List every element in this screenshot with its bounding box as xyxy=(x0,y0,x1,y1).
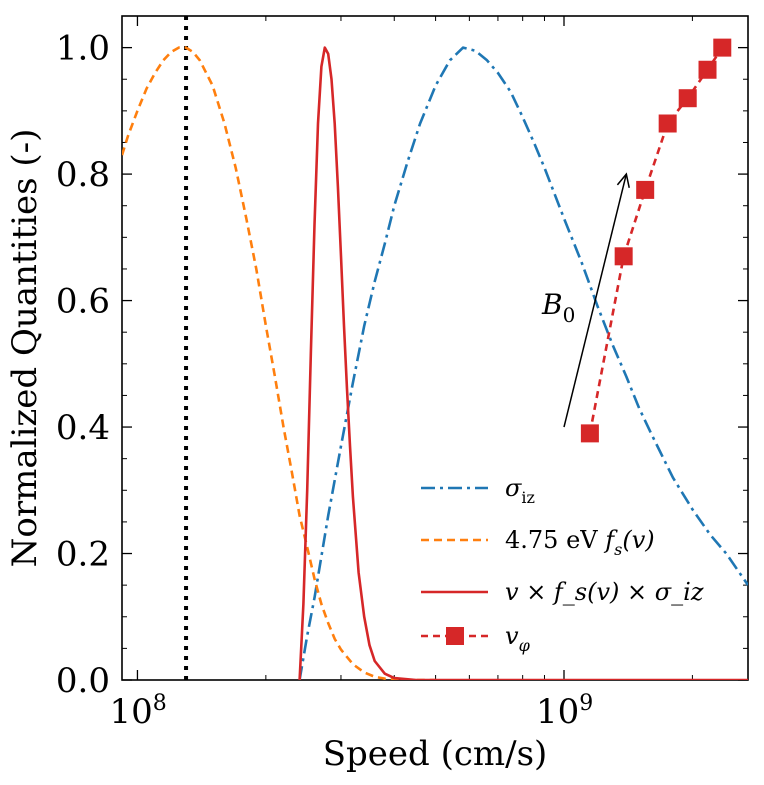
vphi-marker xyxy=(580,424,599,443)
y-tick-label: 0.2 xyxy=(56,535,110,575)
annotation: B0 xyxy=(541,172,630,428)
x-axis-title: Speed (cm/s) xyxy=(323,734,548,774)
y-tick-labels: 0.0 0.2 0.4 0.6 0.8 1.0 xyxy=(56,29,110,701)
tick-marks xyxy=(122,16,748,681)
y-tick-label: 0.4 xyxy=(56,408,110,448)
y-axis-title: Normalized Quantities (-) xyxy=(5,129,45,568)
annotation-arrowhead xyxy=(616,172,630,188)
vphi-marker xyxy=(678,89,697,108)
legend-label-fs: 4.75 eV fs(v) xyxy=(505,526,655,559)
legend-label-product: v × f_s(v) × σ_iz xyxy=(505,578,704,606)
vphi-marker xyxy=(698,60,717,79)
x-tick-label: 108 xyxy=(109,691,166,732)
annotation-label: B0 xyxy=(541,288,575,327)
annotation-arrow xyxy=(563,173,628,428)
y-tick-label: 0.0 xyxy=(56,661,110,701)
series-line-1 xyxy=(122,46,436,680)
y-tick-label: 0.6 xyxy=(56,282,110,322)
x-tick-label: 109 xyxy=(536,691,593,732)
y-tick-label: 1.0 xyxy=(56,29,110,69)
legend-marker-vphi xyxy=(446,627,464,645)
x-tick-labels: 108 109 xyxy=(109,691,593,732)
legend-label-sigma: σiz xyxy=(505,474,535,507)
vphi-marker xyxy=(614,247,633,266)
legend: σiz 4.75 eV fs(v) v × f_s(v) × σ_iz vφ xyxy=(421,474,704,655)
legend-label-vphi: vφ xyxy=(505,622,531,655)
y-tick-label: 0.8 xyxy=(56,155,110,195)
vphi-marker xyxy=(658,114,677,133)
series-line-2 xyxy=(298,46,748,680)
marker-layer xyxy=(580,38,732,443)
vphi-marker xyxy=(636,180,655,199)
series-line-0 xyxy=(298,46,748,680)
vphi-marker xyxy=(713,38,732,57)
